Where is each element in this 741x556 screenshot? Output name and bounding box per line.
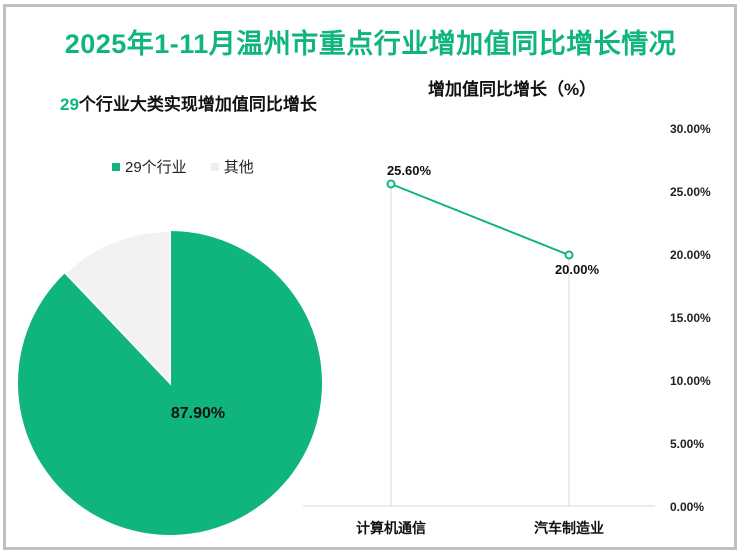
series-line	[390, 183, 570, 256]
y-tick: 20.00%	[670, 248, 711, 262]
pie-slice-other	[63, 229, 171, 386]
y-tick: 5.00%	[670, 437, 704, 451]
pie-subtitle-highlight: 29	[60, 95, 79, 114]
legend-item-other: 其他	[210, 156, 254, 177]
x-axis: 计算机通信 汽车制造业	[356, 520, 604, 536]
pie-subtitle-text: 个行业大类实现增加值同比增长	[78, 95, 317, 114]
line-chart-title: 增加值同比增长（%）	[428, 80, 597, 99]
y-tick: 30.00%	[670, 122, 711, 136]
legend-item-29-industries: 29个行业	[112, 156, 187, 177]
x-tick: 汽车制造业	[534, 520, 604, 536]
y-tick: 10.00%	[670, 374, 711, 388]
legend-swatch-icon	[210, 162, 219, 171]
y-tick: 15.00%	[670, 311, 711, 325]
legend-swatch-icon	[112, 162, 120, 171]
y-tick: 25.00%	[670, 185, 711, 199]
x-tick: 计算机通信	[356, 520, 426, 536]
y-axis: 30.00% 25.00% 20.00% 15.00% 10.00% 5.00%…	[670, 122, 711, 514]
y-tick: 0.00%	[670, 500, 704, 514]
data-point-marker-icon	[564, 250, 574, 260]
pie-chart: 87.90%	[18, 229, 323, 536]
data-label-1: 25.60%	[387, 163, 432, 178]
legend-label: 其他	[223, 159, 254, 176]
line-chart: 25.60% 20.00% 30.00% 25.00% 20.00% 15.00…	[303, 122, 711, 536]
page-title: 2025年1-11月温州市重点行业增加值同比增长情况	[64, 29, 677, 59]
legend-label: 29个行业	[125, 159, 187, 176]
data-point-marker-icon	[386, 179, 396, 189]
pie-center-label: 87.90%	[171, 405, 225, 422]
pie-legend: 29个行业 其他	[112, 156, 278, 177]
data-label-2: 20.00%	[555, 262, 600, 277]
pie-subtitle: 29个行业大类实现增加值同比增长	[60, 90, 317, 115]
